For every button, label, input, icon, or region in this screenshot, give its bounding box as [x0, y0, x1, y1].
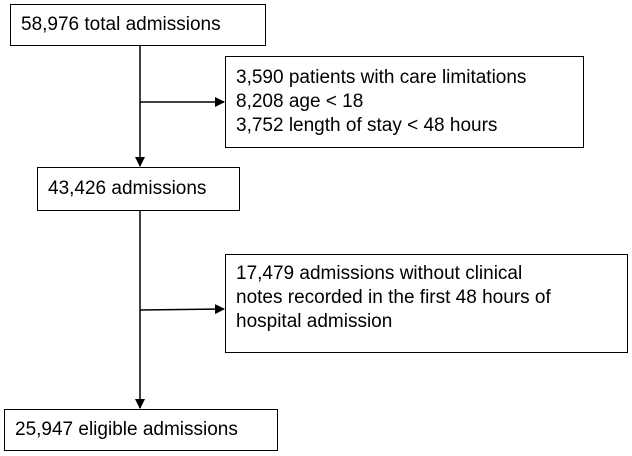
- node-final-line-1: 25,947 eligible admissions: [15, 419, 238, 440]
- exclusion-1-line-1: 3,590 patients with care limitations: [236, 67, 527, 88]
- exclusion-2-line-2: notes recorded in the first 48 hours of: [236, 287, 551, 308]
- node-total-line-1: 58,976 total admissions: [21, 14, 221, 35]
- node-exclusion-1: 3,590 patients with care limitations 8,2…: [225, 56, 584, 148]
- exclusion-2-line-3: hospital admission: [236, 311, 393, 332]
- node-eligible-admissions: 25,947 eligible admissions: [4, 409, 278, 451]
- node-intermediate-admissions: 43,426 admissions: [37, 167, 240, 211]
- arrow-to-exclusion-2: [139, 304, 225, 315]
- exclusion-2-line-1: 17,479 admissions without clinical: [236, 263, 523, 284]
- exclusion-1-line-3: 3,752 length of stay < 48 hours: [236, 115, 498, 136]
- node-exclusion-2: 17,479 admissions without clinical notes…: [225, 254, 628, 353]
- node-intermediate-line-1: 43,426 admissions: [48, 178, 207, 199]
- node-total-admissions: 58,976 total admissions: [10, 4, 266, 46]
- exclusion-1-line-2: 8,208 age < 18: [236, 91, 364, 112]
